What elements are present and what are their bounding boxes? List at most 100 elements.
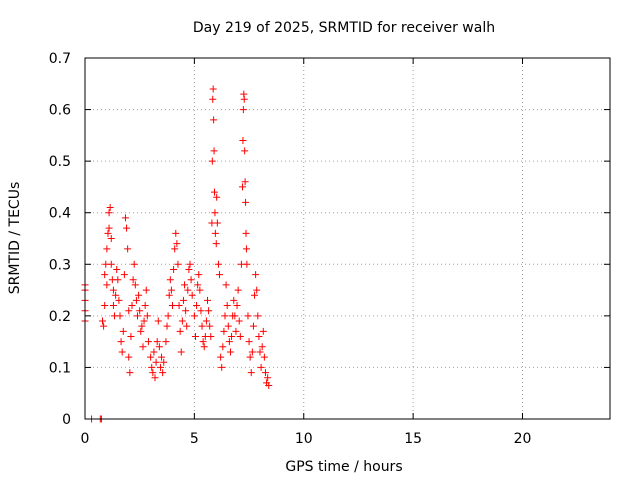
data-point bbox=[196, 286, 204, 294]
data-point bbox=[179, 296, 187, 304]
data-point bbox=[200, 343, 208, 351]
data-point bbox=[202, 317, 210, 325]
data-point bbox=[255, 332, 263, 340]
data-point bbox=[140, 317, 148, 325]
data-point bbox=[251, 291, 259, 299]
data-point bbox=[265, 381, 273, 389]
data-point bbox=[107, 235, 115, 242]
data-point bbox=[224, 322, 232, 330]
data-point bbox=[169, 302, 176, 310]
data-point bbox=[121, 214, 129, 222]
data-point bbox=[130, 260, 138, 268]
data-point bbox=[113, 265, 121, 273]
data-point bbox=[188, 291, 196, 299]
x-tick-label: 15 bbox=[404, 431, 422, 447]
data-point bbox=[222, 281, 230, 289]
data-point bbox=[240, 95, 248, 103]
data-point bbox=[124, 245, 132, 253]
data-point bbox=[232, 327, 240, 335]
data-point bbox=[193, 302, 201, 310]
data-point bbox=[218, 363, 226, 371]
data-point bbox=[104, 229, 112, 237]
data-point bbox=[123, 224, 131, 232]
data-point bbox=[204, 296, 211, 304]
data-point bbox=[209, 95, 217, 103]
data-point bbox=[149, 369, 157, 377]
data-point bbox=[170, 265, 178, 273]
data-point bbox=[136, 307, 144, 315]
data-point bbox=[165, 291, 173, 299]
data-point bbox=[236, 332, 244, 340]
y-tick-label: 0.2 bbox=[49, 309, 71, 325]
data-point bbox=[241, 178, 249, 186]
data-point bbox=[244, 312, 252, 320]
data-point bbox=[184, 286, 192, 294]
data-point bbox=[186, 260, 194, 268]
data-point bbox=[233, 302, 241, 310]
data-point bbox=[197, 307, 205, 315]
data-point bbox=[127, 332, 135, 340]
data-point bbox=[264, 374, 272, 382]
data-point bbox=[174, 260, 182, 268]
y-axis-label: SRMTID / TECUs bbox=[7, 182, 23, 295]
data-point bbox=[178, 317, 186, 325]
data-point bbox=[216, 271, 224, 279]
data-point bbox=[198, 322, 206, 330]
data-point bbox=[103, 281, 111, 289]
data-point bbox=[107, 260, 115, 268]
data-point bbox=[105, 209, 113, 217]
data-point bbox=[109, 302, 117, 310]
x-tick-label: 10 bbox=[295, 431, 313, 447]
data-point bbox=[208, 157, 216, 165]
y-tick-label: 0.6 bbox=[49, 103, 71, 119]
data-point bbox=[213, 219, 221, 227]
plot-frame bbox=[84, 57, 611, 420]
data-point bbox=[132, 296, 140, 304]
data-point bbox=[261, 369, 269, 377]
data-point bbox=[182, 307, 190, 315]
data-point bbox=[212, 240, 220, 248]
data-point bbox=[190, 312, 198, 320]
data-point bbox=[159, 369, 167, 377]
data-point bbox=[171, 245, 179, 253]
data-point bbox=[220, 327, 228, 335]
data-point bbox=[147, 353, 155, 361]
x-tick-label: 20 bbox=[514, 431, 532, 447]
data-point bbox=[109, 286, 117, 294]
data-point bbox=[195, 271, 203, 279]
data-point bbox=[191, 332, 199, 340]
data-point bbox=[129, 276, 137, 284]
x-axis-label: GPS time / hours bbox=[285, 459, 402, 475]
data-point bbox=[177, 348, 185, 356]
data-point bbox=[231, 312, 239, 320]
data-point bbox=[211, 209, 219, 217]
data-point bbox=[243, 260, 251, 268]
y-tick-label: 0 bbox=[62, 412, 71, 428]
data-point bbox=[101, 302, 109, 310]
data-point bbox=[163, 322, 171, 330]
data-point bbox=[126, 369, 134, 377]
data-point bbox=[242, 245, 250, 253]
data-point bbox=[247, 369, 255, 377]
y-tick-label: 0.1 bbox=[49, 360, 71, 376]
data-point bbox=[249, 322, 257, 330]
data-point bbox=[225, 338, 233, 346]
data-point bbox=[199, 338, 207, 346]
data-point bbox=[162, 338, 170, 346]
data-point bbox=[242, 229, 250, 237]
data-point bbox=[205, 307, 213, 315]
x-tick-label: 5 bbox=[190, 431, 199, 447]
data-point bbox=[183, 322, 191, 330]
data-point bbox=[144, 338, 152, 346]
y-tick-label: 0.3 bbox=[49, 257, 71, 273]
data-point bbox=[117, 338, 125, 346]
data-point bbox=[118, 348, 126, 356]
data-point bbox=[139, 343, 147, 351]
data-point bbox=[134, 312, 141, 320]
data-point bbox=[154, 317, 162, 325]
data-point bbox=[105, 224, 113, 232]
data-point bbox=[137, 327, 145, 335]
data-point bbox=[194, 281, 202, 289]
data-point bbox=[230, 296, 238, 304]
data-point bbox=[164, 312, 172, 320]
